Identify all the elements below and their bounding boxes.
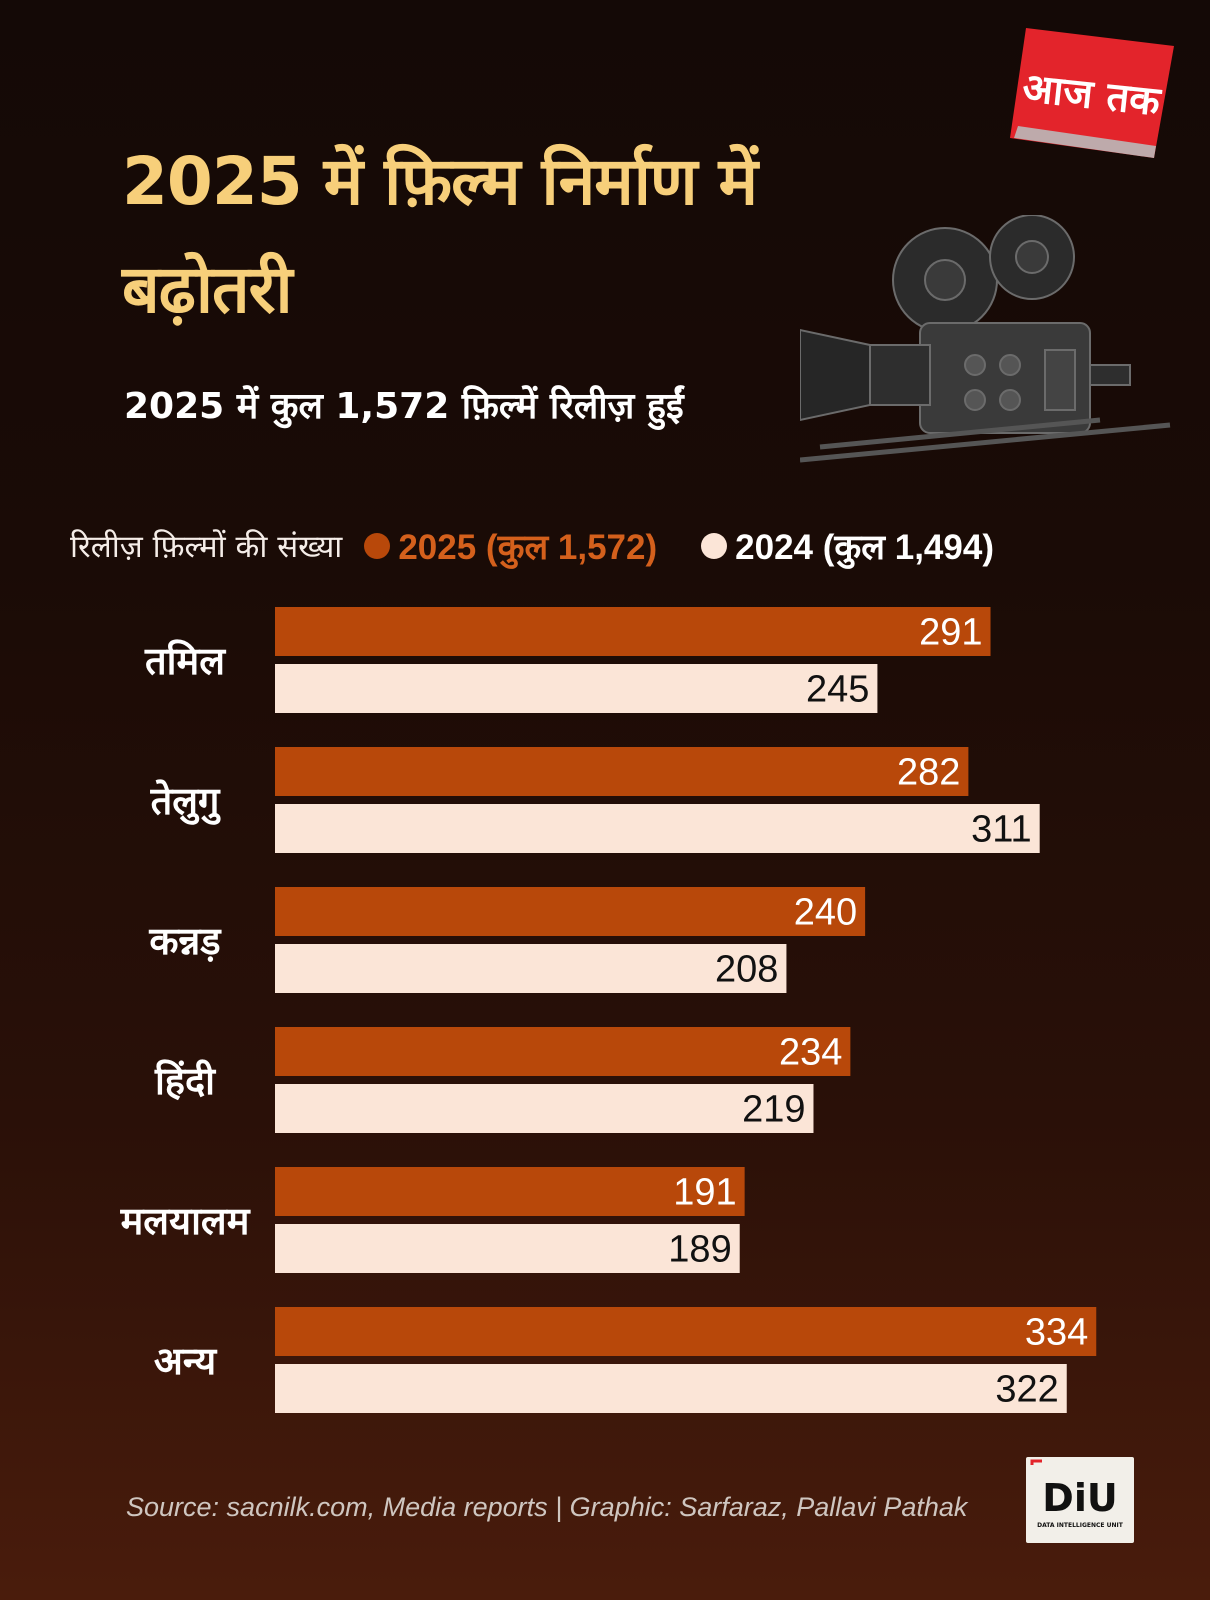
bar-2025 — [275, 887, 866, 936]
bar-value-label: 208 — [715, 949, 778, 991]
bar-value-label: 311 — [971, 809, 1032, 851]
bar-2024 — [275, 664, 878, 713]
bar-value-label: 219 — [742, 1089, 805, 1131]
bar-2025 — [275, 747, 969, 796]
bar-2024 — [275, 944, 787, 993]
category-label: तमिल — [144, 639, 226, 683]
bar-value-label: 291 — [919, 612, 982, 654]
category-label: अन्य — [154, 1339, 218, 1383]
bar-value-label: 245 — [806, 669, 869, 711]
page-title: 2025 में फ़िल्म निर्माण में बढ़ोतरी — [122, 143, 758, 328]
category-label: तेलुगु — [150, 779, 222, 825]
aajtak-logo: आज तक — [1010, 28, 1174, 158]
bar-2025 — [275, 607, 991, 656]
bar-2024 — [275, 804, 1040, 853]
legend-label-2024: 2024 (कुल 1,494) — [735, 527, 994, 567]
bar-value-label: 191 — [673, 1172, 736, 1214]
legend-title: रिलीज़ फ़िल्मों की संख्या — [70, 529, 343, 565]
bar-value-label: 240 — [794, 892, 857, 934]
bar-value-label: 234 — [779, 1032, 842, 1074]
source-credit: Source: sacnilk.com, Media reports | Gra… — [126, 1492, 968, 1522]
film-camera-icon — [800, 215, 1171, 463]
bar-value-label: 334 — [1025, 1312, 1088, 1354]
bar-value-label: 322 — [995, 1369, 1058, 1411]
legend-label-2025: 2025 (कुल 1,572) — [398, 527, 658, 567]
legend-item-2024: 2024 (कुल 1,494) — [701, 523, 994, 570]
bar-2025 — [275, 1307, 1097, 1356]
bar-value-label: 189 — [668, 1229, 731, 1271]
bar-2025 — [275, 1167, 745, 1216]
chart-legend: रिलीज़ फ़िल्मों की संख्या 2025 (कुल 1,57… — [70, 522, 994, 570]
subtitle: 2025 में कुल 1,572 फ़िल्में रिलीज़ हुईं — [124, 386, 684, 427]
bar-2025 — [275, 1027, 851, 1076]
category-label: हिंदी — [154, 1059, 216, 1103]
legend-swatch-2025 — [364, 533, 391, 559]
legend-swatch-2024 — [701, 533, 728, 559]
bar-2024 — [275, 1084, 814, 1133]
bar-2024 — [275, 1224, 740, 1273]
category-label: कन्नड़ — [148, 919, 222, 963]
category-label: मलयालम — [120, 1199, 251, 1243]
diu-logo: DiU DATA INTELLIGENCE UNIT — [1026, 1457, 1134, 1543]
bar-value-label: 282 — [897, 752, 960, 794]
legend-item-2025: 2025 (कुल 1,572) — [364, 523, 657, 570]
diu-logo-subtext: DATA INTELLIGENCE UNIT — [1037, 1522, 1124, 1529]
bar-chart: तमिल 291 245 तेलुगु 282 311 कन्नड़ 240 208 हिंदी 2… — [120, 607, 1097, 1413]
bar-2024 — [275, 1364, 1067, 1413]
diu-logo-text: DiU — [1042, 1476, 1117, 1520]
